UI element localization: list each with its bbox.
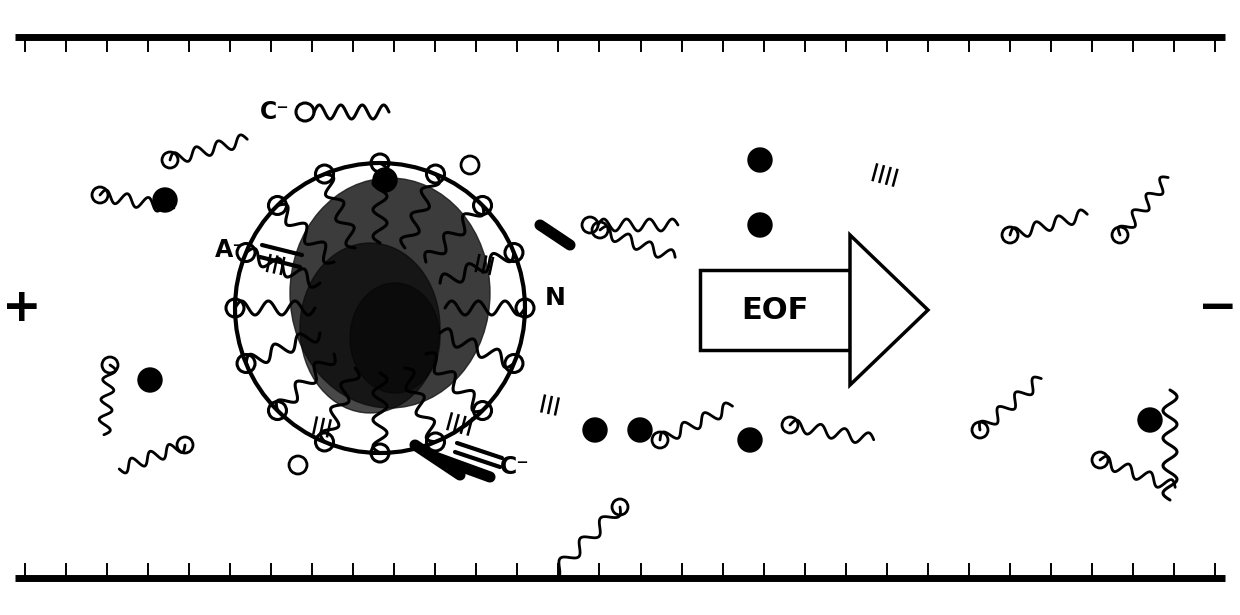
Polygon shape bbox=[849, 235, 928, 385]
Text: C⁻: C⁻ bbox=[500, 455, 529, 479]
Text: EOF: EOF bbox=[742, 295, 808, 325]
FancyBboxPatch shape bbox=[701, 270, 849, 350]
Circle shape bbox=[748, 213, 773, 237]
Circle shape bbox=[583, 418, 608, 442]
Ellipse shape bbox=[290, 178, 490, 408]
Circle shape bbox=[738, 428, 763, 452]
Circle shape bbox=[627, 418, 652, 442]
Circle shape bbox=[153, 188, 177, 212]
Text: −: − bbox=[1198, 285, 1238, 330]
Text: +: + bbox=[2, 285, 42, 330]
Circle shape bbox=[1138, 408, 1162, 432]
Text: N: N bbox=[546, 286, 565, 310]
Text: A⁻: A⁻ bbox=[215, 238, 246, 262]
Circle shape bbox=[138, 368, 162, 392]
Text: C⁻: C⁻ bbox=[260, 100, 290, 124]
Ellipse shape bbox=[300, 243, 440, 413]
Circle shape bbox=[373, 168, 397, 192]
Circle shape bbox=[748, 148, 773, 172]
Ellipse shape bbox=[350, 283, 440, 393]
